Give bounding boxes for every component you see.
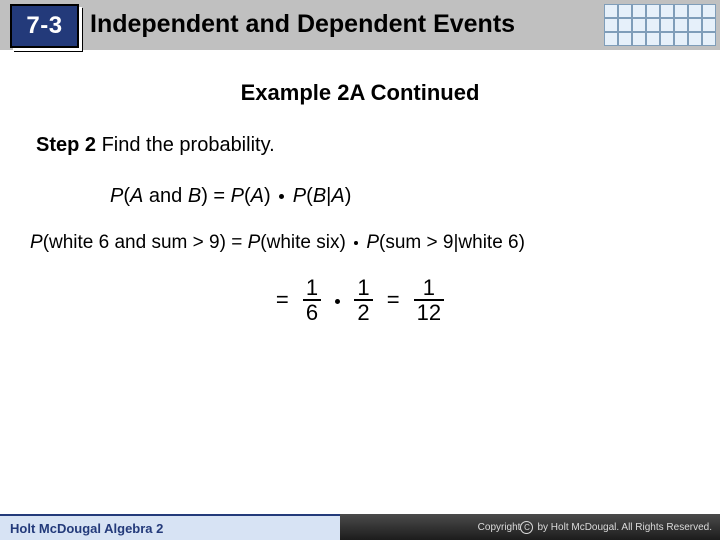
calculation: = 16 12 = 112 (0, 276, 720, 324)
formula-general: P(A and B) = P(A) P(B|A) (110, 185, 720, 208)
c-d1: 6 (303, 301, 321, 324)
footer-right: Copyright Cby Holt McDougal. All Rights … (340, 514, 720, 540)
f1-P3: P (293, 185, 306, 207)
f1-B: B (188, 185, 201, 207)
mult-dot (335, 287, 340, 313)
copyright-label: Copyright (478, 522, 521, 533)
c-eq2: = (387, 287, 400, 313)
f2-P3: P (366, 232, 379, 253)
f1-rA: A (251, 185, 264, 207)
f1-eq: = (208, 185, 231, 207)
f2-t1: white 6 and sum > 9 (49, 232, 220, 253)
dot-icon (279, 194, 284, 199)
step-label: Step 2 (36, 134, 96, 156)
f1-A: A (130, 185, 143, 207)
c-n2: 1 (354, 276, 372, 301)
step-text: Find the probability. (96, 134, 275, 156)
fraction-2: 12 (354, 276, 372, 324)
chapter-title: Independent and Dependent Events (90, 10, 515, 39)
f1-P2: P (231, 185, 244, 207)
c-n3: 1 (414, 276, 444, 301)
badge-text: 7-3 (26, 12, 62, 40)
c-eq1: = (276, 287, 289, 313)
dot-icon (354, 241, 358, 245)
f1-rA2: A (331, 185, 344, 207)
f1-and: and (143, 185, 187, 207)
f2-p2c: ) (339, 232, 351, 253)
f1-P: P (110, 185, 123, 207)
f2-p1c: ) (220, 232, 232, 253)
header-bar: 7-3 Independent and Dependent Events (0, 0, 720, 50)
f1-pc: ) (201, 185, 208, 207)
f2-eq: = (231, 232, 247, 253)
fraction-1: 16 (303, 276, 321, 324)
footer: Holt McDougal Algebra 2 Copyright Cby Ho… (0, 514, 720, 540)
f2-p3c: ) (519, 232, 525, 253)
copyright-icon: C (520, 521, 533, 534)
f2-P2: P (248, 232, 261, 253)
step-line: Step 2 Find the probability. (36, 134, 720, 157)
f2-t2: white six (267, 232, 340, 253)
f2-P1: P (30, 232, 43, 253)
c-d3: 12 (414, 301, 444, 324)
f1-rB: B (313, 185, 326, 207)
f1-po: ( (123, 185, 130, 207)
fraction-3: 112 (414, 276, 444, 324)
f2-t3: sum > 9|white 6 (385, 232, 518, 253)
f1-rp2o: ( (306, 185, 313, 207)
grid-decoration (604, 4, 716, 46)
section-badge: 7-3 (10, 4, 79, 48)
copyright-text: by Holt McDougal. All Rights Reserved. (537, 522, 712, 533)
f1-rp1o: ( (244, 185, 251, 207)
f1-rp2c: ) (345, 185, 352, 207)
content-area: Example 2A Continued Step 2 Find the pro… (0, 60, 720, 324)
f1-rp1c: ) (264, 185, 276, 207)
footer-left: Holt McDougal Algebra 2 (0, 514, 340, 540)
dot-icon (335, 299, 340, 304)
c-n1: 1 (303, 276, 321, 301)
formula-specific: P(white 6 and sum > 9) = P(white six) P(… (30, 232, 720, 254)
c-d2: 2 (354, 301, 372, 324)
example-subtitle: Example 2A Continued (0, 80, 720, 106)
